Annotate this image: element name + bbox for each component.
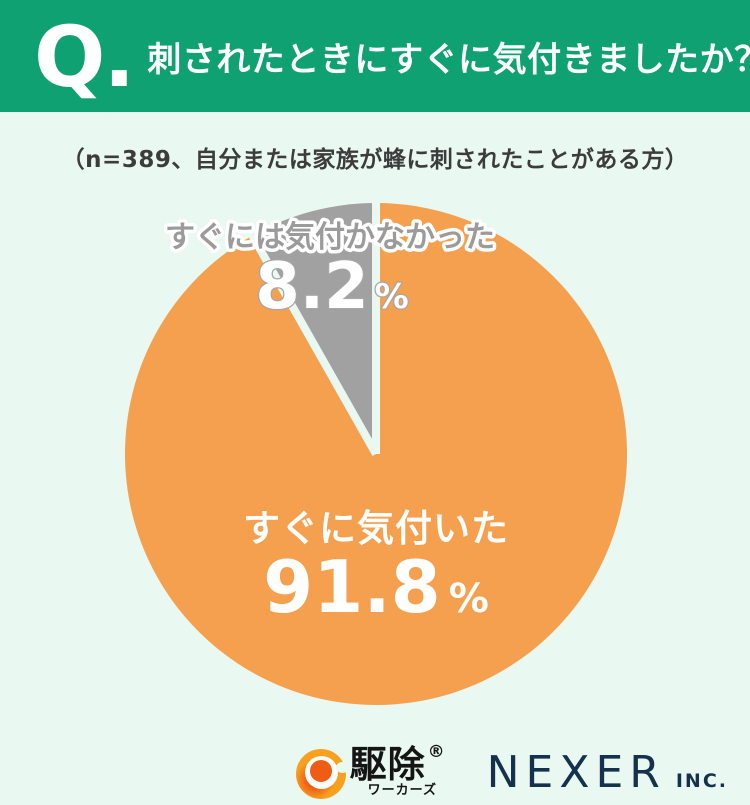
kujo-workers-logo: 駆除 ® ワーカーズ (295, 742, 445, 799)
kujo-logo-text: 駆除 ® ワーカーズ (349, 742, 445, 798)
pie-slice-did-not-notice-immediately (252, 203, 376, 454)
sample-note: （n=389、自分または家族が蜂に刺されたことがある方） (61, 147, 689, 173)
slice-separator (248, 233, 380, 456)
major-slice-percent-value: 91.8 (263, 545, 441, 629)
minor-slice-label: すぐには気付かなかった (165, 220, 495, 255)
kujo-logo-sub: ワーカーズ (367, 783, 437, 798)
question-title: 刺されたときにすぐに気付きましたか？ (147, 39, 750, 80)
percent-unit: % (449, 576, 489, 622)
question-header: Q. 刺されたときにすぐに気付きましたか？ (0, 0, 750, 112)
minor-slice-percent-value: 8.2 (255, 250, 368, 324)
nexer-logo-suffix: INC. (675, 770, 728, 792)
minor-slice-percent: 8.2% (255, 250, 408, 324)
footer-logos: 駆除 ® ワーカーズ NEXER INC. (0, 742, 750, 799)
major-slice-percent: 91.8% (263, 545, 489, 629)
nexer-logo-name: NEXER (486, 747, 666, 798)
major-slice-label: すぐに気付いた (243, 507, 509, 550)
q-mark: Q. (34, 8, 135, 106)
nexer-logo: NEXER INC. (487, 747, 728, 798)
registered-trademark-mark: ® (427, 742, 445, 762)
kujo-logo-main: 駆除 (349, 743, 426, 786)
swirl-bee-icon (295, 749, 349, 799)
percent-unit: % (375, 277, 409, 317)
